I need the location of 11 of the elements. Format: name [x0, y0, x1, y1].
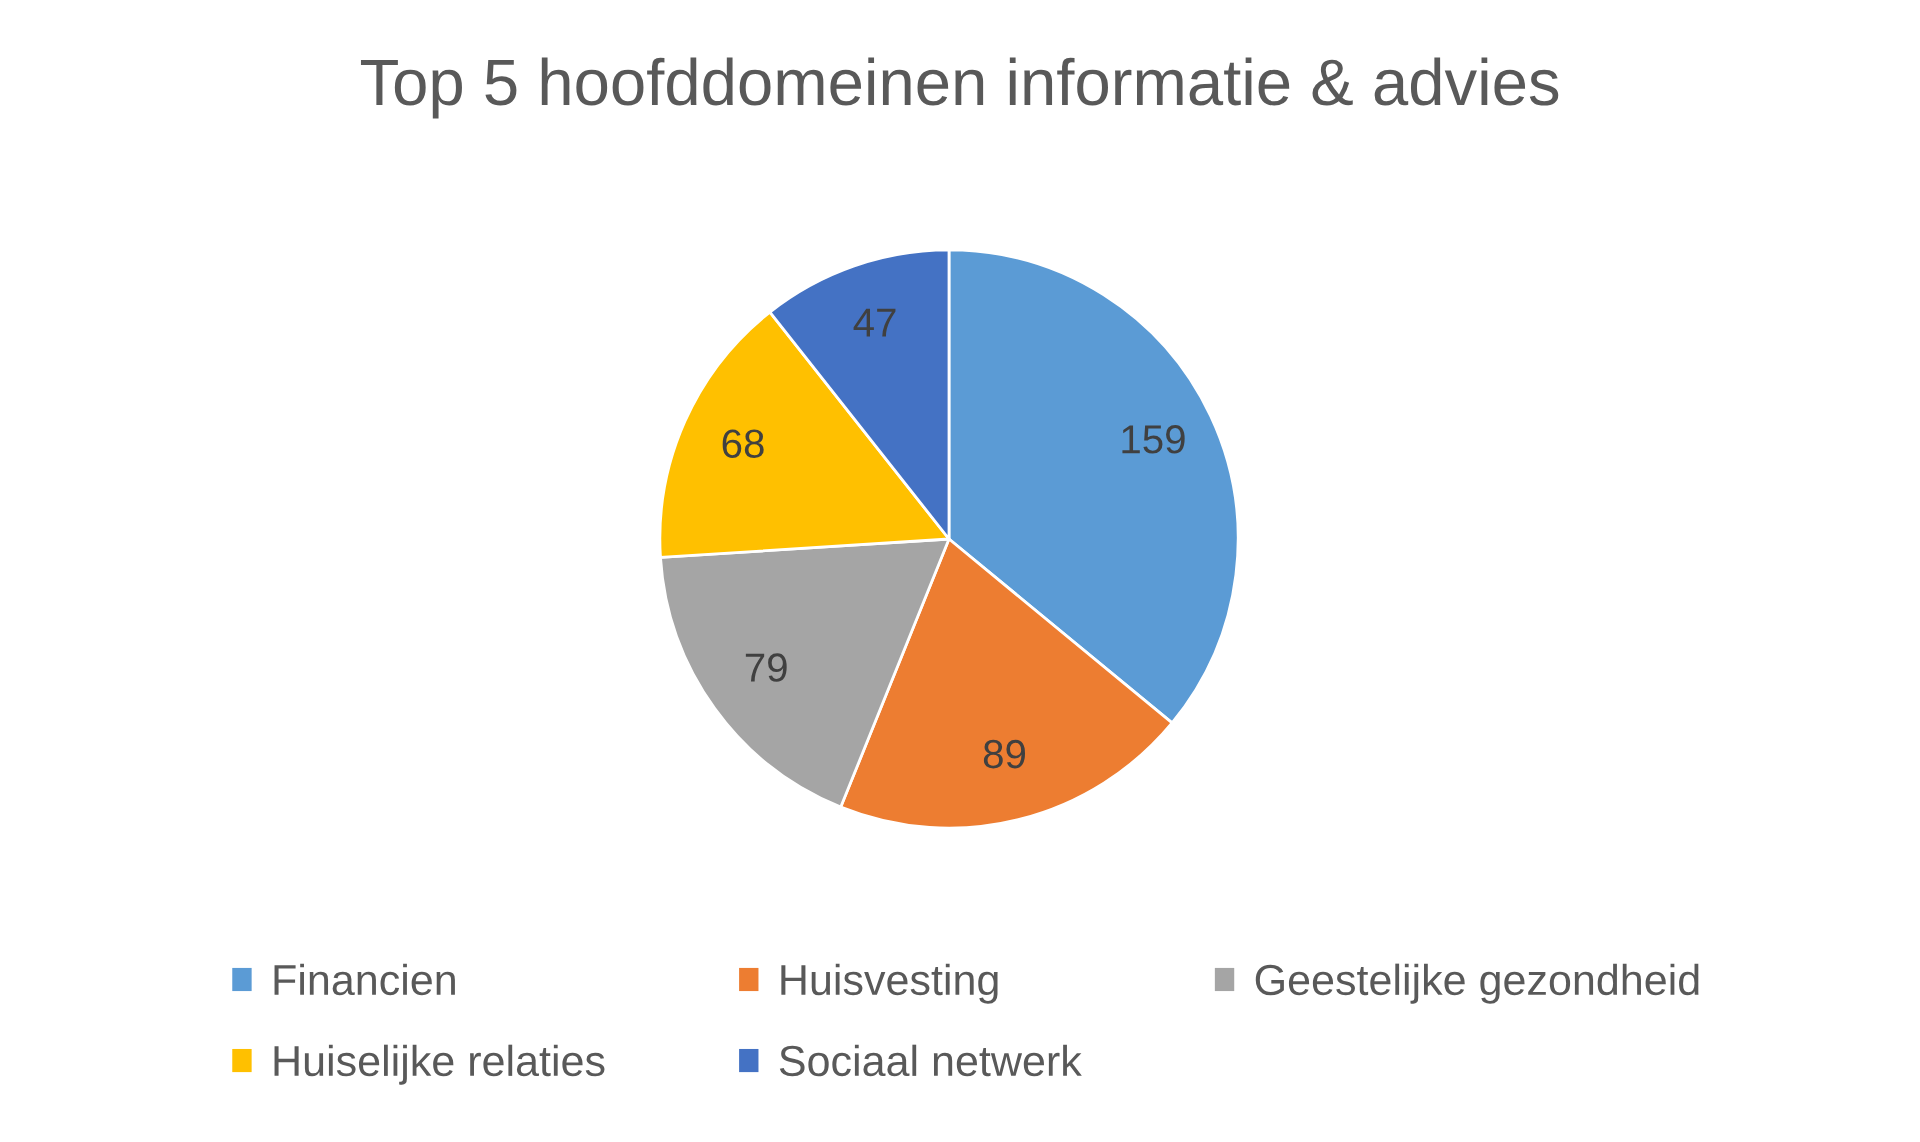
- legend-label: Financien: [274, 963, 455, 996]
- legend-label: Huiselijke relaties: [274, 1044, 605, 1085]
- data-label: 89: [983, 739, 1026, 769]
- legend-label: Huisvesting: [781, 963, 998, 1004]
- legend-label: Geestelijke gezondheid: [1255, 963, 1699, 1004]
- data-label: 159: [1122, 425, 1185, 454]
- chart-title: Top 5 hoofddomeinen informatie & advies: [360, 57, 1559, 119]
- data-label: 68: [722, 429, 764, 458]
- legend-label: Sociaal netwerk: [779, 1044, 1082, 1077]
- data-label: 47: [853, 308, 896, 337]
- data-label: 79: [745, 653, 787, 682]
